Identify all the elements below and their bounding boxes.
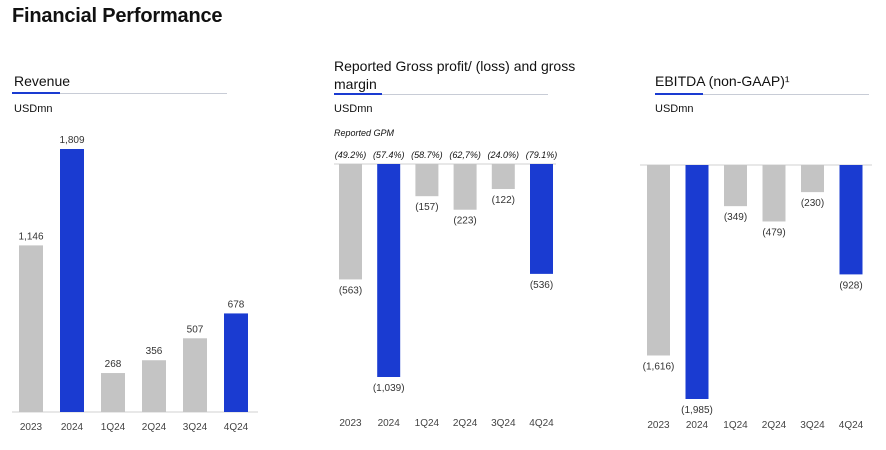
revenue-category-label-2024: 2024 — [61, 422, 84, 433]
revenue-data-label-1Q24: 268 — [105, 359, 122, 370]
ebitda-category-label-3Q24: 3Q24 — [800, 420, 825, 431]
revenue-category-label-1Q24: 1Q24 — [101, 422, 126, 433]
ebitda-data-label-3Q24: (230) — [801, 198, 824, 209]
revenue-bar-2Q24 — [142, 360, 166, 412]
ebitda-bar-1Q24 — [724, 165, 747, 207]
ebitda-category-label-2023: 2023 — [647, 420, 670, 431]
ebitda-category-label-2Q24: 2Q24 — [762, 420, 787, 431]
gross-profit-data-label-2024: (1,039) — [373, 383, 405, 394]
revenue-data-label-2Q24: 356 — [146, 346, 163, 357]
page-title: Financial Performance — [12, 5, 223, 27]
ebitda-bar-4Q24 — [839, 165, 863, 275]
revenue-chart-title: Revenue — [14, 73, 71, 89]
revenue-bar-1Q24 — [101, 373, 125, 412]
gross-profit-data-label-2Q24: (223) — [453, 216, 476, 227]
gross-profit-category-label-3Q24: 3Q24 — [491, 418, 516, 429]
gpm-caption: Reported GPM — [334, 128, 395, 138]
gross-profit-title-line-1: Reported Gross profit/ (loss) and gross — [334, 58, 576, 74]
gross-profit-gpm-label-3Q24: (24.0%) — [488, 150, 520, 160]
ebitda-unit-label: USDmn — [655, 103, 694, 115]
revenue-data-label-4Q24: 678 — [228, 299, 245, 310]
gross-profit-bar-3Q24 — [491, 164, 515, 190]
ebitda-data-label-2024: (1,985) — [681, 405, 713, 416]
gross-profit-category-label-4Q24: 4Q24 — [529, 418, 554, 429]
gross-profit-bar-4Q24 — [530, 164, 553, 274]
gross-profit-data-label-2023: (563) — [339, 285, 362, 296]
revenue-data-label-3Q24: 507 — [187, 324, 204, 335]
gross-profit-gpm-label-4Q24: (79.1%) — [526, 150, 558, 160]
ebitda-data-label-2023: (1,616) — [643, 362, 675, 373]
revenue-category-label-2023: 2023 — [20, 422, 43, 433]
ebitda-chart-title: EBITDA (non-GAAP)¹ — [655, 73, 790, 89]
revenue-unit-label: USDmn — [14, 103, 53, 115]
revenue-bar-4Q24 — [224, 313, 248, 412]
gross-profit-bar-2023 — [339, 164, 362, 280]
revenue-title-rule — [12, 92, 227, 94]
gross-profit-gpm-label-2023: (49.2%) — [335, 150, 367, 160]
gross-profit-title-line-2: margin — [334, 76, 377, 92]
gross-profit-category-label-1Q24: 1Q24 — [415, 418, 440, 429]
revenue-bar-3Q24 — [183, 338, 207, 412]
gross-profit-data-label-1Q24: (157) — [415, 202, 438, 213]
gross-profit-unit-label: USDmn — [334, 103, 373, 115]
gross-profit-category-label-2024: 2024 — [378, 418, 401, 429]
ebitda-category-label-1Q24: 1Q24 — [723, 420, 748, 431]
gross-profit-title-rule — [334, 93, 548, 95]
revenue-bar-2023 — [19, 245, 43, 412]
revenue-data-label-2024: 1,809 — [59, 135, 84, 146]
ebitda-bar-2023 — [647, 165, 670, 356]
revenue-category-label-4Q24: 4Q24 — [224, 422, 249, 433]
revenue-bar-2024 — [60, 149, 84, 412]
gross-profit-gpm-label-1Q24: (58.7%) — [411, 150, 443, 160]
ebitda-bar-2024 — [685, 165, 709, 399]
gross-profit-category-label-2023: 2023 — [339, 418, 362, 429]
ebitda-data-label-4Q24: (928) — [839, 280, 862, 291]
revenue-category-label-3Q24: 3Q24 — [183, 422, 208, 433]
ebitda-bar-3Q24 — [801, 165, 824, 193]
gross-profit-data-label-4Q24: (536) — [530, 280, 553, 291]
gross-profit-bar-1Q24 — [415, 164, 439, 197]
revenue-data-label-2023: 1,146 — [18, 231, 43, 242]
ebitda-data-label-2Q24: (479) — [762, 227, 785, 238]
ebitda-bar-2Q24 — [762, 165, 786, 222]
gross-profit-bar-2Q24 — [453, 164, 477, 210]
ebitda-data-label-1Q24: (349) — [724, 212, 747, 223]
ebitda-category-label-2024: 2024 — [686, 420, 709, 431]
ebitda-title-rule — [655, 93, 869, 95]
revenue-category-label-2Q24: 2Q24 — [142, 422, 167, 433]
gross-profit-gpm-label-2Q24: (62,7%) — [449, 150, 481, 160]
gross-profit-data-label-3Q24: (122) — [492, 195, 515, 206]
gross-profit-gpm-label-2024: (57.4%) — [373, 150, 405, 160]
gross-profit-bar-2024 — [377, 164, 401, 377]
gross-profit-chart-title: Reported Gross profit/ (loss) and gross … — [334, 57, 575, 93]
ebitda-category-label-4Q24: 4Q24 — [839, 420, 864, 431]
gross-profit-category-label-2Q24: 2Q24 — [453, 418, 478, 429]
